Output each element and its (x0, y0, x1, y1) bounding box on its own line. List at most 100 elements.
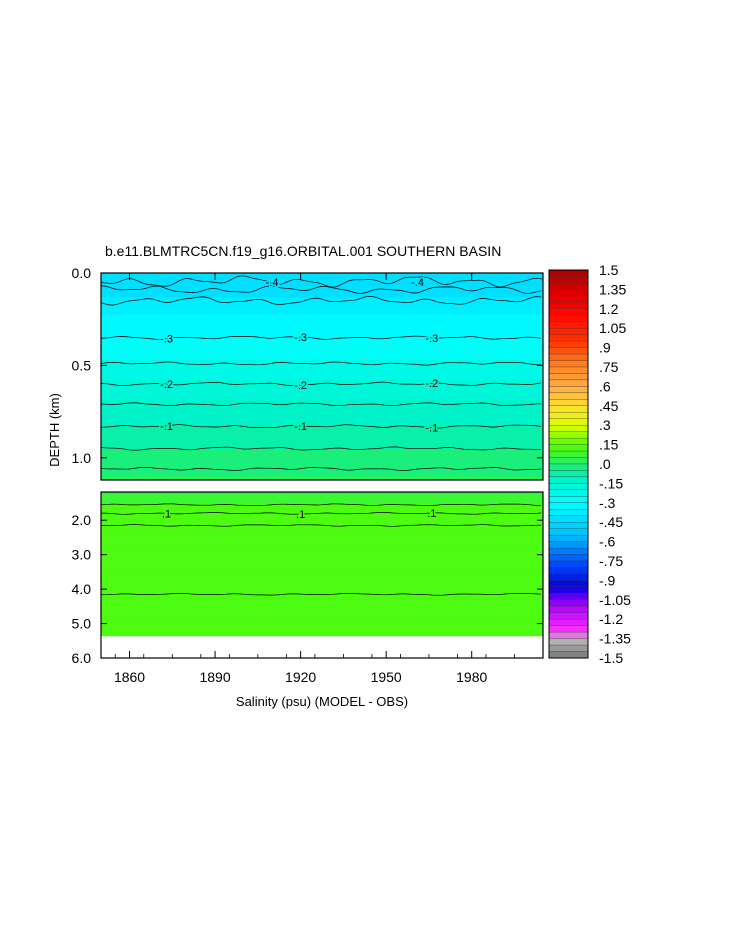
shaded-band (101, 342, 543, 347)
colorbar-swatch (548, 515, 589, 523)
contour-label: -.4 (266, 277, 279, 289)
shaded-band (101, 594, 543, 598)
colorbar-label: -1.35 (599, 631, 631, 647)
shaded-band (101, 428, 543, 433)
shaded-band (101, 532, 543, 536)
contour-label: .1 (427, 508, 436, 520)
shaded-band (101, 628, 543, 632)
shaded-band (101, 559, 543, 563)
colorbar-swatch (548, 586, 589, 594)
shaded-band (101, 561, 543, 565)
shaded-band (101, 494, 543, 498)
shaded-band (101, 438, 543, 443)
shaded-band (101, 587, 543, 591)
shaded-band (101, 609, 543, 613)
shaded-band (101, 590, 543, 594)
contour-line (101, 361, 541, 366)
shaded-band (101, 515, 543, 519)
contour-line (101, 524, 542, 527)
lower-fill (101, 492, 543, 637)
colorbar-swatch (548, 502, 589, 510)
shaded-band (101, 414, 543, 419)
contour-line (101, 446, 541, 451)
shaded-band (101, 621, 543, 625)
y-tick-label: 0.0 (72, 265, 92, 281)
upper-panel: -.3 -.3 -.3 -.2 -.2 -.2 -.1 -.1 -.1 -.4 -.4 0.0 0.5 1… (72, 265, 544, 481)
shaded-band (101, 404, 543, 409)
shaded-band (101, 417, 543, 422)
colorbar-swatch (548, 476, 589, 484)
colorbar-swatch (548, 612, 589, 620)
colorbar-label: -.6 (599, 534, 616, 550)
colorbar-swatch (548, 599, 589, 607)
colorbar-swatch (548, 431, 589, 439)
chart-title: b.e11.BLMTRC5CN.f19_g16.ORBITAL.001 SOUT… (105, 243, 501, 259)
colorbar-label: -1.2 (599, 611, 623, 627)
shaded-band (101, 369, 543, 374)
colorbar-swatch (548, 340, 589, 348)
shaded-band (101, 513, 543, 517)
colorbar-swatch (548, 437, 589, 445)
y-tick-label: 0.5 (72, 357, 92, 373)
colorbar-label: -.45 (599, 514, 623, 530)
shaded-band (101, 400, 543, 405)
shaded-band (101, 604, 543, 608)
shaded-band (101, 585, 543, 589)
shaded-band (101, 592, 543, 596)
shaded-band (101, 376, 543, 381)
contour-label: -.1 (294, 421, 307, 433)
shaded-band (101, 445, 543, 450)
colorbar-swatch (548, 276, 589, 284)
shaded-band (101, 455, 543, 460)
colorbar-swatch (548, 425, 589, 432)
shaded-band (101, 345, 543, 350)
colorbar-label: 1.35 (599, 281, 626, 297)
shaded-band (101, 618, 543, 622)
colorbar-swatch (548, 606, 589, 613)
colorbar-swatch (548, 554, 589, 562)
shaded-band (101, 386, 543, 391)
contour-line (101, 335, 542, 340)
colorbar-swatch (548, 282, 589, 290)
contour-label: -.3 (425, 333, 438, 345)
shaded-band (101, 473, 543, 478)
contour-label: -.3 (160, 334, 173, 346)
shaded-band (101, 310, 543, 315)
shaded-band (101, 307, 543, 312)
colorbar-swatch (548, 567, 589, 575)
colorbar: 1.5 1.35 1.2 1.05 .9 .75 .6 .45 .3 .15 .0 -.15 -.3 -.… (548, 262, 631, 666)
shaded-band (101, 352, 543, 357)
contour-line (101, 402, 541, 407)
shaded-band (101, 293, 543, 298)
shaded-band (101, 321, 543, 326)
colorbar-label: .75 (599, 359, 619, 375)
shaded-band (101, 366, 543, 371)
colorbar-frame (548, 269, 589, 659)
shaded-band (101, 390, 543, 395)
colorbar-swatch (548, 347, 589, 355)
shaded-band (101, 575, 543, 579)
shaded-band (101, 511, 543, 515)
shaded-band (101, 530, 543, 534)
shaded-band (101, 551, 543, 555)
colorbar-swatch (548, 547, 589, 555)
shaded-band (101, 476, 543, 480)
shaded-band (101, 411, 543, 416)
shaded-band (101, 630, 543, 634)
shaded-band (101, 373, 543, 378)
colorbar-label: .45 (599, 398, 619, 414)
shaded-band (101, 542, 543, 546)
contour-line (101, 512, 542, 515)
lower-contours: .1 .1 .1 (101, 503, 542, 596)
colorbar-swatch (548, 302, 589, 309)
colorbar-label: .9 (599, 340, 611, 356)
colorbar-label: 1.05 (599, 320, 626, 336)
shaded-band (101, 324, 543, 329)
colorbar-swatch (548, 353, 589, 361)
lower-frame (100, 491, 544, 659)
shaded-band (101, 331, 543, 336)
contour-label: -.2 (294, 380, 307, 392)
shaded-band (101, 503, 543, 507)
shaded-band (101, 273, 543, 278)
shaded-band (101, 283, 543, 288)
